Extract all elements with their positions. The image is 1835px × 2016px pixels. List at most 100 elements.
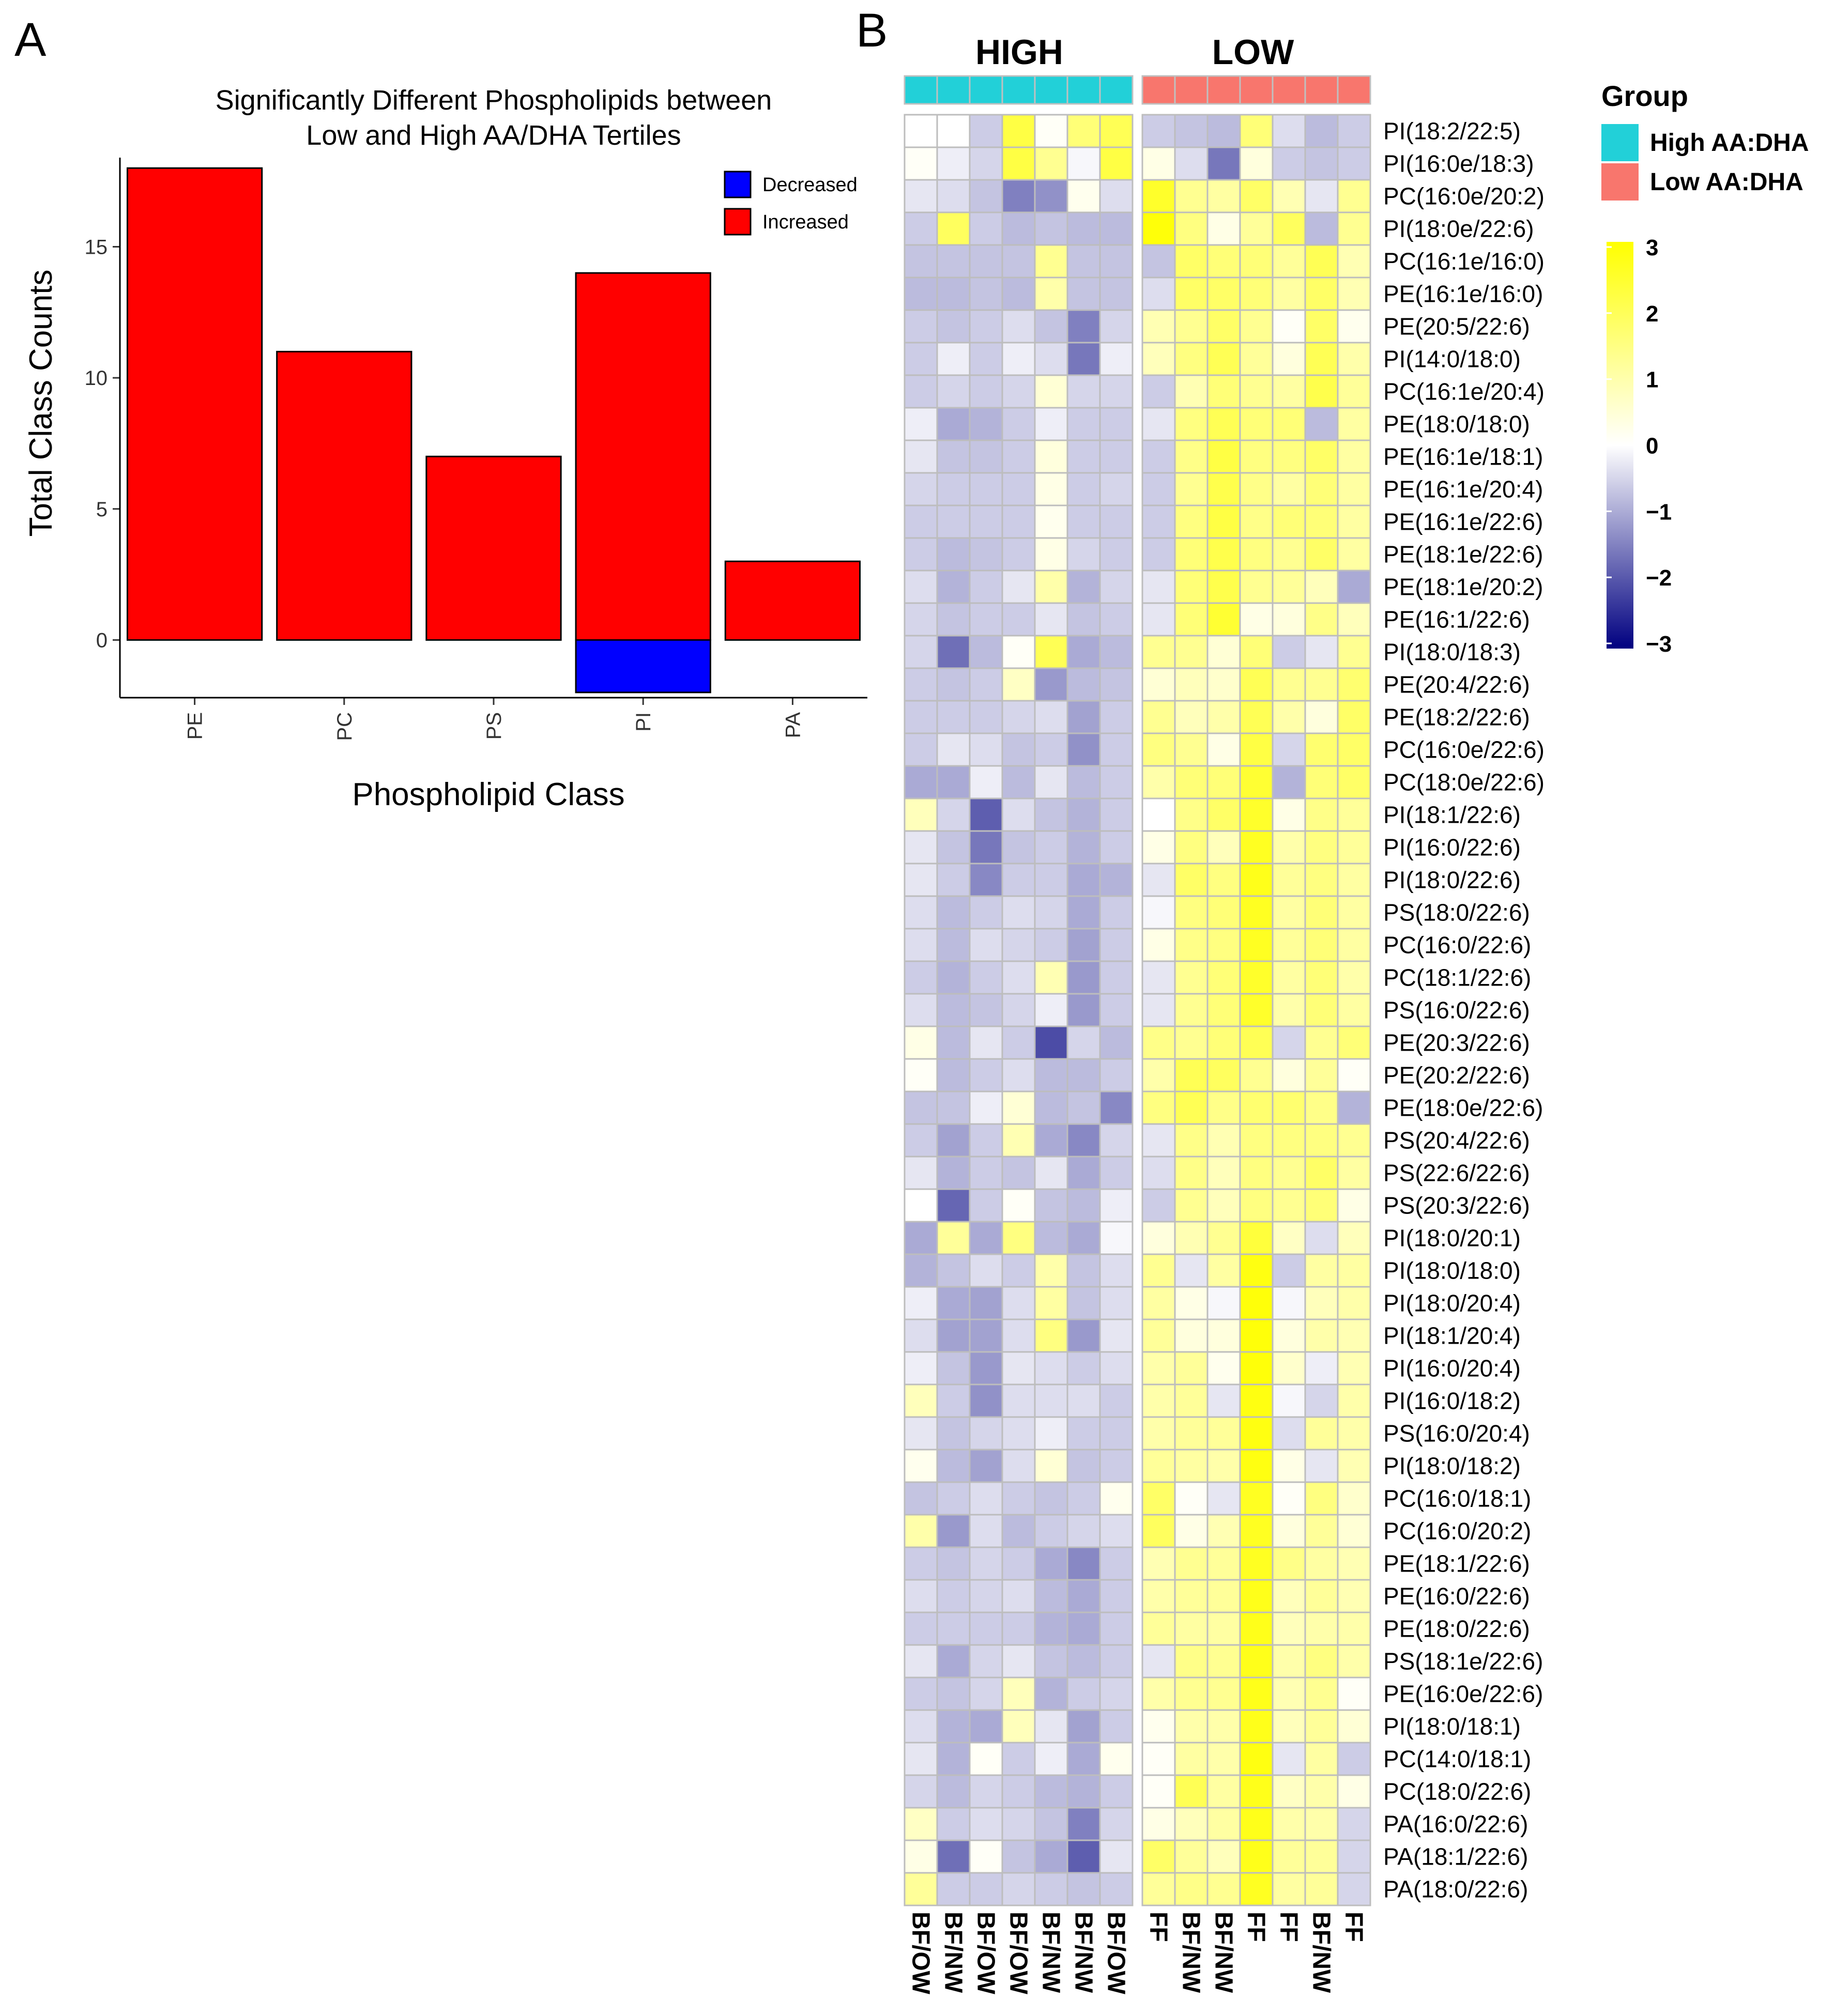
heatmap-cell: [1066, 895, 1101, 930]
heatmap-cell: [1099, 472, 1134, 506]
heatmap-cell: [1001, 439, 1036, 474]
heatmap-cell: [904, 1546, 938, 1581]
heatmap-cell: [969, 700, 1003, 734]
heatmap-cell: [1174, 114, 1209, 148]
heatmap-cell: [1001, 1025, 1036, 1060]
heatmap-cell: [1141, 374, 1176, 409]
heatmap-cell: [969, 439, 1003, 474]
heatmap-cell: [1239, 765, 1274, 799]
heatmap-cell: [1337, 1156, 1371, 1190]
heatmap-cell: [1272, 928, 1306, 962]
column-label: BF/NW: [1178, 1912, 1205, 1993]
heatmap-cell: [1337, 114, 1371, 148]
heatmap-cell: [1239, 1123, 1274, 1158]
heatmap-cell: [936, 1253, 971, 1288]
heatmap-cell: [936, 1090, 971, 1125]
heatmap-cell: [1099, 179, 1134, 213]
row-label: PE(16:1e/16:0): [1383, 281, 1543, 307]
heatmap-cell: [1034, 635, 1068, 669]
y-tick-label: 15: [85, 236, 108, 258]
heatmap-cell: [1272, 1123, 1306, 1158]
heatmap-cell: [936, 1221, 971, 1255]
heatmap-cell: [1206, 1221, 1241, 1255]
heatmap-cell: [1206, 1351, 1241, 1386]
heatmap-cell: [1206, 1872, 1241, 1906]
heatmap-cell: [1099, 732, 1134, 767]
heatmap-cell: [1272, 1611, 1306, 1646]
column-label: BF/NW: [1070, 1912, 1097, 1993]
heatmap-cell: [1034, 407, 1068, 441]
heatmap-cell: [1099, 1611, 1134, 1646]
heatmap-cell: [1034, 602, 1068, 637]
heatmap-cell: [1206, 1611, 1241, 1646]
heatmap-cell: [1174, 960, 1209, 995]
colorbar-tick-label: −2: [1646, 565, 1672, 591]
heatmap-cell: [1099, 1481, 1134, 1516]
heatmap-cell: [1141, 179, 1176, 213]
column-label: BF/OW: [907, 1912, 935, 1995]
heatmap-cell: [1272, 1416, 1306, 1451]
heatmap-cell: [1034, 1546, 1068, 1581]
heatmap-cell: [1066, 830, 1101, 865]
heatmap-cell: [1174, 1090, 1209, 1125]
heatmap-cell: [1272, 309, 1306, 344]
heatmap-cell: [904, 1286, 938, 1320]
heatmap-cell: [936, 374, 971, 409]
heatmap-cell: [1206, 1742, 1241, 1776]
bar-ps-increased: [425, 455, 562, 641]
heatmap-cell: [1272, 830, 1306, 865]
column-label: FF: [1275, 1912, 1303, 1942]
heatmap-cell: [1206, 830, 1241, 865]
row-label: PC(16:1e/16:0): [1383, 248, 1545, 275]
heatmap-cell: [1001, 179, 1036, 213]
heatmap-panel: HIGH LOW PI(18:2/22:5) PI(16:0e/18:3) PC(1…: [904, 33, 1809, 1995]
heatmap-cell: [1239, 570, 1274, 604]
heatmap-cell: [936, 1383, 971, 1418]
heatmap-cell: [1304, 895, 1339, 930]
heatmap-cell: [1001, 732, 1036, 767]
heatmap-cell: [1099, 244, 1134, 279]
heatmap-cell: [1001, 1188, 1036, 1223]
heatmap-cell: [1099, 1872, 1134, 1906]
heatmap-cell: [1174, 504, 1209, 539]
heatmap-cell: [1174, 276, 1209, 311]
heatmap-cell: [1034, 309, 1068, 344]
heatmap-cell: [1304, 1286, 1339, 1320]
heatmap-cell: [1141, 1156, 1176, 1190]
row-label: PS(22:6/22:6): [1383, 1160, 1530, 1187]
heatmap-cell: [1001, 146, 1036, 181]
group-annotation-bar: [904, 75, 1371, 105]
row-label: PI(16:0/20:4): [1383, 1355, 1521, 1382]
heatmap-cell: [1304, 1807, 1339, 1841]
heatmap-cell: [1066, 407, 1101, 441]
heatmap-cell: [1099, 407, 1134, 441]
heatmap-cell: [1001, 1058, 1036, 1092]
heatmap-cell: [1141, 1611, 1176, 1646]
heatmap-cell: [1272, 960, 1306, 995]
heatmap-cell: [1239, 1286, 1274, 1320]
heatmap-cell: [1304, 1709, 1339, 1744]
heatmap-cell: [1141, 1644, 1176, 1679]
heatmap-cell: [1034, 472, 1068, 506]
heatmap-cell: [969, 1579, 1003, 1613]
heatmap-cell: [1001, 700, 1036, 734]
heatmap-cell: [1174, 895, 1209, 930]
colorbar-tick-label: −1: [1646, 499, 1672, 525]
heatmap-cell: [1239, 1709, 1274, 1744]
heatmap-row-labels: PI(18:2/22:5) PI(16:0e/18:3) PC(16:0e/20:2…: [1383, 118, 1545, 1903]
heatmap-cell: [936, 895, 971, 930]
heatmap-cell: [1141, 1416, 1176, 1451]
heatmap-cell: [1337, 1611, 1371, 1646]
heatmap-cell: [1099, 667, 1134, 702]
heatmap-cell: [1272, 700, 1306, 734]
heatmap-cell: [1034, 276, 1068, 311]
heatmap-cell: [1141, 1253, 1176, 1288]
heatmap-cell: [1304, 1611, 1339, 1646]
row-label: PS(16:0/20:4): [1383, 1420, 1530, 1447]
heatmap-cell: [1174, 635, 1209, 669]
heatmap-cell: [904, 1579, 938, 1613]
heatmap-cell: [1337, 1058, 1371, 1092]
heatmap-cell: [936, 1774, 971, 1809]
heatmap-cell: [1034, 765, 1068, 799]
heatmap-cell: [904, 1123, 938, 1158]
